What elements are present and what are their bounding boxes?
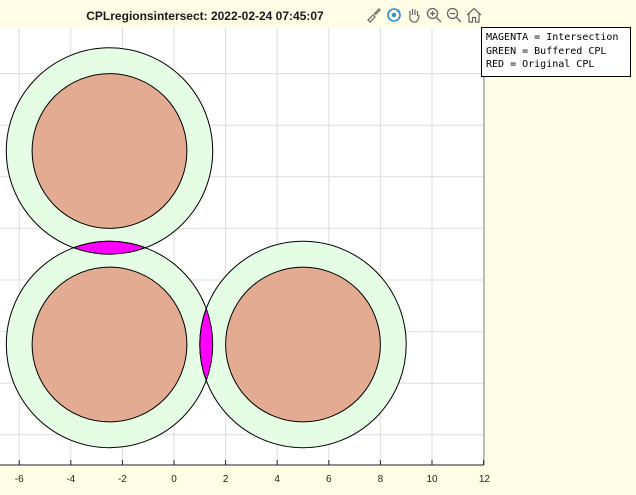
home-icon[interactable] bbox=[465, 6, 483, 24]
x-axis-ticks: -6 -4 -2 0 2 4 6 8 10 12 bbox=[15, 460, 491, 485]
legend-buffered: GREEN = Buffered CPL bbox=[486, 45, 607, 57]
intersection-region-0 bbox=[72, 240, 147, 255]
legend: MAGENTA = Intersection GREEN = Buffered … bbox=[481, 27, 631, 77]
zoom-out-icon[interactable] bbox=[445, 6, 463, 24]
axes-toolbar bbox=[365, 6, 483, 26]
x-tick-label-0: -6 bbox=[15, 474, 24, 485]
intersection-layer bbox=[72, 240, 214, 382]
x-tick-label-2: -2 bbox=[118, 474, 127, 485]
x-tick-label-1: -4 bbox=[66, 474, 75, 485]
zoom-in-icon[interactable] bbox=[425, 6, 443, 24]
x-tick-label-8: 10 bbox=[426, 474, 438, 485]
x-tick-label-7: 8 bbox=[378, 474, 384, 485]
rotate-icon[interactable] bbox=[385, 6, 403, 24]
intersection-region-1 bbox=[199, 307, 214, 382]
original-circle-2 bbox=[225, 266, 381, 423]
original-cpl-layer bbox=[31, 73, 381, 423]
pan-icon[interactable] bbox=[405, 6, 423, 24]
x-tick-label-5: 4 bbox=[274, 474, 280, 485]
x-tick-label-4: 2 bbox=[223, 474, 229, 485]
x-tick-label-6: 6 bbox=[326, 474, 332, 485]
x-tick-label-9: 12 bbox=[479, 474, 491, 485]
original-circle-0 bbox=[31, 73, 188, 229]
figure-title: CPLregionsintersect: 2022-02-24 07:45:07 bbox=[86, 9, 324, 23]
original-circle-1 bbox=[31, 266, 188, 423]
legend-intersection: MAGENTA = Intersection bbox=[486, 32, 619, 43]
x-tick-label-3: 0 bbox=[171, 474, 177, 485]
brush-icon[interactable] bbox=[365, 6, 383, 24]
legend-original: RED = Original CPL bbox=[486, 59, 595, 70]
